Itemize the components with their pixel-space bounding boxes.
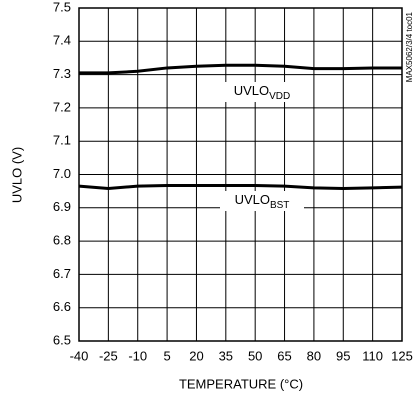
y-tick-label: 7.4 [53,33,71,48]
y-tick-label: 6.5 [53,332,71,347]
y-tick-label: 6.7 [53,266,71,281]
x-tick-label: -40 [70,348,89,363]
annotation: UVLOVDD [234,83,291,101]
y-tick-label: 7.0 [53,166,71,181]
annotation-sub: BST [270,200,289,211]
y-tick-label: 6.8 [53,233,71,248]
x-tick-label: -10 [128,348,147,363]
y-tick-label: 6.9 [53,199,71,214]
plot-frame [78,7,403,342]
x-axis-label: TEMPERATURE (°C) [179,376,303,391]
x-tick-label: 95 [336,348,350,363]
y-tick-label: 7.5 [53,0,71,14]
note: MAX5062/3/4 toc01 [405,11,414,82]
x-tick-label: 5 [163,348,170,363]
x-tick-label: 20 [189,348,203,363]
annotation-text: UVLO [234,83,269,98]
x-tick-label: 35 [219,348,233,363]
x-tick-label: -25 [99,348,118,363]
x-tick-label: 65 [277,348,291,363]
x-tick-label: 80 [307,348,321,363]
y-tick-label: 7.2 [53,99,71,114]
annotation-bg [220,191,304,211]
series-line [79,63,402,75]
x-tick-label: 125 [391,348,413,363]
x-tick-label: 50 [248,348,262,363]
y-axis-label: UVLO (V) [9,147,24,203]
x-tick-label: 110 [362,348,383,363]
y-tick-label: 6.6 [53,299,71,314]
annotation-sub: VDD [269,91,290,102]
y-tick-label: 7.3 [53,66,71,81]
y-tick-label: 7.1 [53,133,71,148]
annotation-text: UVLO [235,192,270,207]
series-line [78,183,403,190]
annotation: UVLOBST [235,192,290,210]
annotation-bg [220,82,304,102]
